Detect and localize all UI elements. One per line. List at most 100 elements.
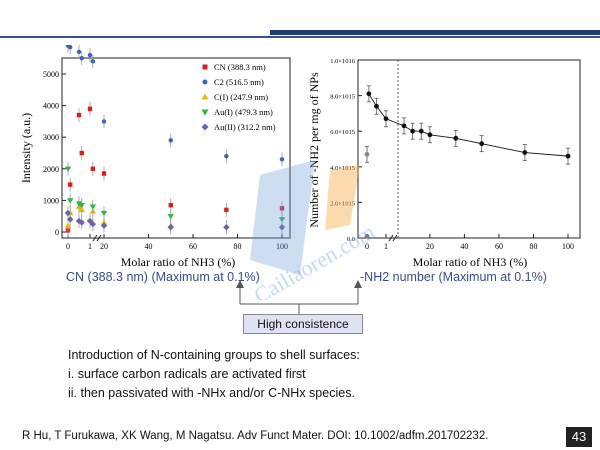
data-point [64, 222, 72, 228]
y-tick-label: 4.0×1015 [330, 165, 355, 172]
data-point [76, 49, 82, 55]
data-point [223, 224, 230, 231]
data-point [168, 202, 173, 208]
y-axis-label: Number of -NH2 per mg of NPs [307, 72, 321, 228]
header-rule [0, 30, 600, 40]
data-point [64, 166, 72, 172]
data-point [479, 141, 485, 147]
legend-marker [201, 93, 209, 100]
y-tick-label: 0 [55, 228, 59, 237]
legend-label: Au(II) (312.2 nm) [214, 122, 276, 132]
legend-marker [202, 64, 208, 70]
y-tick-label: 1.0×1016 [330, 58, 356, 65]
data-point [67, 198, 74, 204]
y-axis-label: Intensity (a.u.) [19, 113, 33, 183]
plot-frame [357, 59, 581, 239]
data-point [224, 207, 229, 213]
data-point [100, 222, 108, 229]
x-tick-label: 60 [495, 242, 503, 251]
data-point [76, 112, 82, 118]
x-tick-label: 1 [88, 242, 92, 251]
data-point [86, 217, 94, 225]
legend-label: C2 (516.5 nm) [214, 77, 264, 87]
y-tick-label: 4000 [43, 102, 59, 111]
data-point [364, 233, 370, 239]
nh2-number-chart: 0 1 20 40 60 80 100 0.0 2.0×1015 4.0×1015 6.0×1015… [307, 58, 581, 269]
data-point [89, 220, 97, 228]
data-point [89, 204, 97, 210]
data-point [383, 116, 389, 122]
data-point [101, 171, 107, 176]
data-point [87, 106, 93, 111]
data-point [75, 201, 83, 207]
x-tick-label: 80 [234, 242, 242, 251]
y-tick-label: 2.0×1015 [330, 200, 355, 207]
legend-label: CN (388.3 nm) [214, 62, 266, 72]
header-thick-line [270, 30, 600, 35]
y-tick-label: 5000 [43, 70, 59, 79]
legend-marker [201, 109, 209, 116]
data-point [101, 119, 107, 124]
y-tick-label: 6.0×1015 [330, 129, 355, 136]
y-tick-label: 3000 [43, 133, 59, 142]
data-point [75, 217, 83, 225]
x-tick-label: 100 [562, 242, 574, 251]
data-point [374, 103, 379, 109]
y-tick-label: 8.0×1015 [330, 94, 355, 101]
data-point [401, 123, 407, 129]
data-point [68, 45, 73, 50]
legend-label: Au(I) (479.3 nm) [214, 107, 273, 117]
data-point [67, 216, 74, 223]
reference-citation: R Hu, T Furukawa, XK Wang, M Nagatsu. Ad… [22, 430, 489, 442]
x-tick-label: 60 [189, 242, 197, 251]
intro-item-2: ii. then passivated with -NHx and/or C-N… [68, 386, 355, 400]
axis-break-mark [392, 234, 398, 242]
x-tick-label: 100 [276, 242, 288, 251]
data-point [87, 52, 93, 58]
data-point [279, 206, 285, 211]
legend-label: C(I) (247.9 nm) [214, 92, 268, 102]
data-point [68, 182, 73, 187]
left-caption: CN (388.3 nm) (Maximum at 0.1%) [66, 270, 260, 284]
data-point [279, 157, 285, 162]
data-point [278, 217, 286, 223]
axis-break-mark [96, 234, 102, 242]
data-point [366, 91, 372, 97]
data-point [90, 166, 96, 171]
data-point [168, 138, 173, 143]
high-consistence-label: High consistence [243, 314, 363, 334]
data-point [427, 132, 433, 138]
data-point [79, 56, 84, 61]
x-tick-label: 0 [365, 242, 369, 251]
x-tick-label: 1 [384, 242, 388, 251]
data-point [64, 209, 72, 217]
x-tick-label: 20 [100, 242, 108, 251]
data-point [565, 153, 571, 159]
y-tick-label: 2000 [43, 165, 59, 174]
data-point [410, 128, 416, 134]
x-tick-label: 20 [426, 242, 434, 251]
y-tick-label: 1000 [43, 196, 59, 205]
intro-heading: Introduction of N-containing groups to s… [68, 348, 360, 362]
x-axis-label: Molar ratio of NH3 (%) [121, 255, 236, 269]
data-point [90, 59, 96, 64]
axis-break-mark [388, 234, 394, 242]
legend-marker [201, 123, 209, 131]
x-tick-label: 80 [529, 242, 537, 251]
introduction-text: Introduction of N-containing groups to s… [68, 346, 360, 403]
x-axis-label: Molar ratio of NH3 (%) [413, 255, 528, 269]
watermark-logo: Cailiaoren.com [250, 160, 379, 300]
x-tick-label: 40 [145, 242, 153, 251]
data-point [453, 135, 459, 141]
right-caption: -NH2 number (Maximum at 0.1%) [360, 270, 547, 284]
data-point [364, 151, 370, 157]
legend-marker [202, 79, 208, 85]
x-tick-label: 40 [460, 242, 468, 251]
data-point [278, 224, 286, 231]
data-point [100, 210, 108, 217]
data-point [167, 214, 174, 220]
data-point [78, 219, 85, 226]
intro-item-1: i. surface carbon radicals are activated… [68, 367, 306, 381]
data-point [224, 153, 229, 159]
